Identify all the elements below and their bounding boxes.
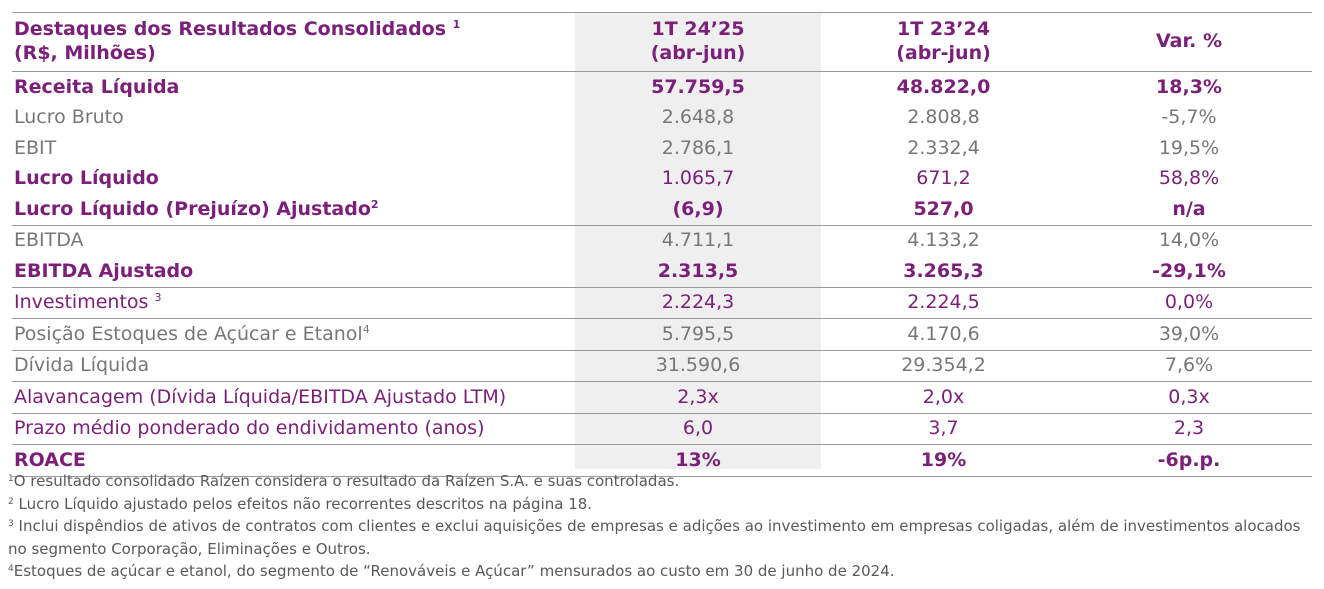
row-label: EBITDA <box>14 229 84 252</box>
row-variation: -6p.p. <box>1066 444 1312 477</box>
row-value-current: 5.795,5 <box>575 318 821 351</box>
row-value-current: 2.313,5 <box>575 256 821 288</box>
row-label: Lucro Bruto <box>14 106 124 129</box>
table-title: Destaques dos Resultados Consolidados 1 (… <box>12 12 575 72</box>
table-row-investimentos: Investimentos 3 2.224,3 2.224,5 0,0% <box>12 287 1312 319</box>
footnote-3: 3 Inclui dispêndios de ativos de contrat… <box>8 517 1301 558</box>
row-value-prior: 2.808,8 <box>907 106 980 129</box>
row-label: Lucro Líquido (Prejuízo) Ajustado2 <box>12 194 575 226</box>
footnote-4: 4Estoques de açúcar e etanol, do segment… <box>8 562 895 581</box>
table-row-prazo-medio: Prazo médio ponderado do endividamento (… <box>12 413 1312 445</box>
row-label: EBITDA Ajustado <box>12 256 575 288</box>
row-label: Investimentos 3 <box>12 287 575 319</box>
table-row-lucro-bruto: Lucro Bruto 2.648,8 2.808,8 -5,7% <box>12 103 1312 134</box>
row-variation: 0,3x <box>1066 381 1312 414</box>
row-label: Posição Estoques de Açúcar e Etanol4 <box>12 318 575 351</box>
table-row-alavancagem: Alavancagem (Dívida Líquida/EBITDA Ajust… <box>12 381 1312 414</box>
footnote-2: 2 Lucro Líquido ajustado pelos efeitos n… <box>8 494 593 513</box>
row-value-current: 2.648,8 <box>661 106 735 129</box>
row-value-prior: 671,2 <box>916 167 971 190</box>
row-label: Lucro Líquido <box>14 167 159 190</box>
row-value-current: 6,0 <box>575 413 821 445</box>
row-value-prior: 3.265,3 <box>821 256 1066 288</box>
row-label: EBIT <box>14 136 57 159</box>
table-header-row: Destaques dos Resultados Consolidados 1 (… <box>12 12 1312 72</box>
row-label: Alavancagem (Dívida Líquida/EBITDA Ajust… <box>12 381 575 414</box>
row-value-current: 57.759,5 <box>651 75 745 98</box>
row-value-current: 4.711,1 <box>661 229 735 252</box>
row-value-current: 31.590,6 <box>575 350 821 382</box>
table-title-footnote-ref: 1 <box>452 18 461 32</box>
row-value-prior: 19% <box>821 444 1066 477</box>
row-variation: 14,0% <box>1158 229 1220 252</box>
row-label: Prazo médio ponderado do endividamento (… <box>12 413 575 445</box>
row-value-current: 13% <box>575 444 821 477</box>
footnote-ref: 2 <box>370 197 379 211</box>
row-variation: 18,3% <box>1156 75 1222 98</box>
row-variation: 58,8% <box>1158 167 1220 190</box>
results-highlights-table: Destaques dos Resultados Consolidados 1 (… <box>12 12 1312 477</box>
table-row-lucro-liquido: Lucro Líquido 1.065,7 671,2 58,8% <box>12 164 1312 195</box>
row-variation: 2,3 <box>1066 413 1312 445</box>
column-header-current-period: 1T 24’25 (abr-jun) <box>575 12 821 72</box>
row-value-prior: 4.133,2 <box>907 229 980 252</box>
row-value-current: 2,3x <box>575 381 821 414</box>
row-value-prior: 3,7 <box>821 413 1066 445</box>
table-row-posicao-estoques: Posição Estoques de Açúcar e Etanol4 5.7… <box>12 318 1312 351</box>
row-value-prior: 29.354,2 <box>821 350 1066 382</box>
row-value-current: 1.065,7 <box>661 167 735 190</box>
table-row-receita-liquida: Receita Líquida 57.759,5 48.822,0 18,3% <box>12 72 1312 103</box>
table-row-ebitda-ajustado: EBITDA Ajustado 2.313,5 3.265,3 -29,1% <box>12 256 1312 288</box>
row-value-current: (6,9) <box>575 194 821 226</box>
row-value-prior: 2.332,4 <box>907 136 980 159</box>
row-label: Receita Líquida <box>14 75 180 98</box>
column-header-variation: Var. % <box>1066 12 1312 72</box>
footnotes: 1O resultado consolidado Raízen consider… <box>8 470 1320 583</box>
footnote-ref: 4 <box>362 322 370 336</box>
row-value-prior: 527,0 <box>821 194 1066 226</box>
row-variation: -29,1% <box>1066 256 1312 288</box>
table-title-unit: (R$, Milhões) <box>14 42 156 64</box>
row-value-prior: 4.170,6 <box>821 318 1066 351</box>
footnote-1: 1O resultado consolidado Raízen consider… <box>8 472 680 490</box>
table-row-divida-liquida: Dívida Líquida 31.590,6 29.354,2 7,6% <box>12 350 1312 382</box>
row-value-current: 2.224,3 <box>575 287 821 319</box>
table-row-lucro-liquido-ajustado: Lucro Líquido (Prejuízo) Ajustado2 (6,9)… <box>12 194 1312 226</box>
table-row-ebit: EBIT 2.786,1 2.332,4 19,5% <box>12 133 1312 164</box>
row-value-current: 2.786,1 <box>661 136 735 159</box>
row-label: Dívida Líquida <box>12 350 575 382</box>
row-variation: 39,0% <box>1066 318 1312 351</box>
row-value-prior: 48.822,0 <box>896 75 991 98</box>
row-variation: n/a <box>1066 194 1312 226</box>
table-row-roace: ROACE 13% 19% -6p.p. <box>12 444 1312 477</box>
column-header-prior-period: 1T 23’24 (abr-jun) <box>821 12 1066 72</box>
row-variation: 0,0% <box>1066 287 1312 319</box>
footnote-ref: 3 <box>154 291 162 305</box>
row-value-prior: 2,0x <box>821 381 1066 414</box>
row-variation: 7,6% <box>1066 350 1312 382</box>
row-variation: 19,5% <box>1158 136 1220 159</box>
table-row-ebitda: EBITDA 4.711,1 4.133,2 14,0% <box>12 225 1312 256</box>
row-value-prior: 2.224,5 <box>821 287 1066 319</box>
row-label: ROACE <box>12 444 575 477</box>
row-variation: -5,7% <box>1161 106 1217 129</box>
table-title-line1: Destaques dos Resultados Consolidados <box>14 18 447 41</box>
